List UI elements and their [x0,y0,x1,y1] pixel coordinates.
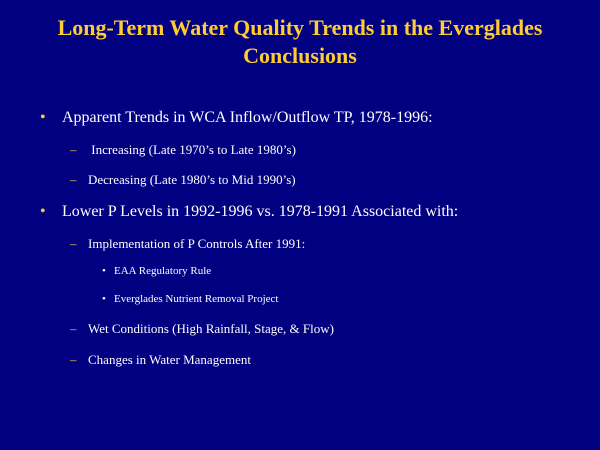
bullet-apparent-trends: • Apparent Trends in WCA Inflow/Outflow T… [40,109,433,127]
subbullet-text: Wet Conditions (High Rainfall, Stage, & … [88,321,334,336]
dash-icon: – [70,352,77,367]
subbullet-text: Changes in Water Management [88,352,251,367]
subbullet-p-controls: – Implementation of P Controls After 1991… [70,236,305,252]
bullet-lower-p-levels: • Lower P Levels in 1992-1996 vs. 1978-19… [40,203,458,221]
bullet-text: Lower P Levels in 1992-1996 vs. 1978-199… [62,203,459,220]
subsubbullet-enr-project: • Everglades Nutrient Removal Project [102,293,278,305]
title-line-1: Long-Term Water Quality Trends in the Ev… [57,15,543,40]
bullet-icon: • [40,109,46,126]
subsubbullet-text: EAA Regulatory Rule [114,265,212,277]
subbullet-wet-conditions: – Wet Conditions (High Rainfall, Stage, &… [70,321,334,337]
dot-icon: • [102,293,106,305]
dash-icon: – [70,321,77,336]
dash-icon: – [70,236,77,251]
subbullet-text: Decreasing (Late 1980’s to Mid 1990’s) [88,172,296,187]
subbullet-increasing: – Increasing (Late 1970’s to Late 1980’s… [70,142,296,158]
subbullet-decreasing: – Decreasing (Late 1980’s to Mid 1990’s) [70,172,296,188]
subbullet-text: Increasing (Late 1970’s to Late 1980’s) [88,142,296,157]
subbullet-text: Implementation of P Controls After 1991: [88,236,306,251]
dash-icon: – [70,172,77,187]
dash-icon: – [70,142,77,157]
subsubbullet-eaa-rule: • EAA Regulatory Rule [102,265,211,277]
dot-icon: • [102,265,106,277]
bullet-icon: • [40,203,46,220]
title-line-2: Conclusions [243,43,357,68]
subbullet-water-management: – Changes in Water Management [70,352,251,368]
slide-title: Long-Term Water Quality Trends in the Ev… [0,14,600,70]
subsubbullet-text: Everglades Nutrient Removal Project [114,293,279,305]
bullet-text: Apparent Trends in WCA Inflow/Outflow TP… [62,109,433,126]
